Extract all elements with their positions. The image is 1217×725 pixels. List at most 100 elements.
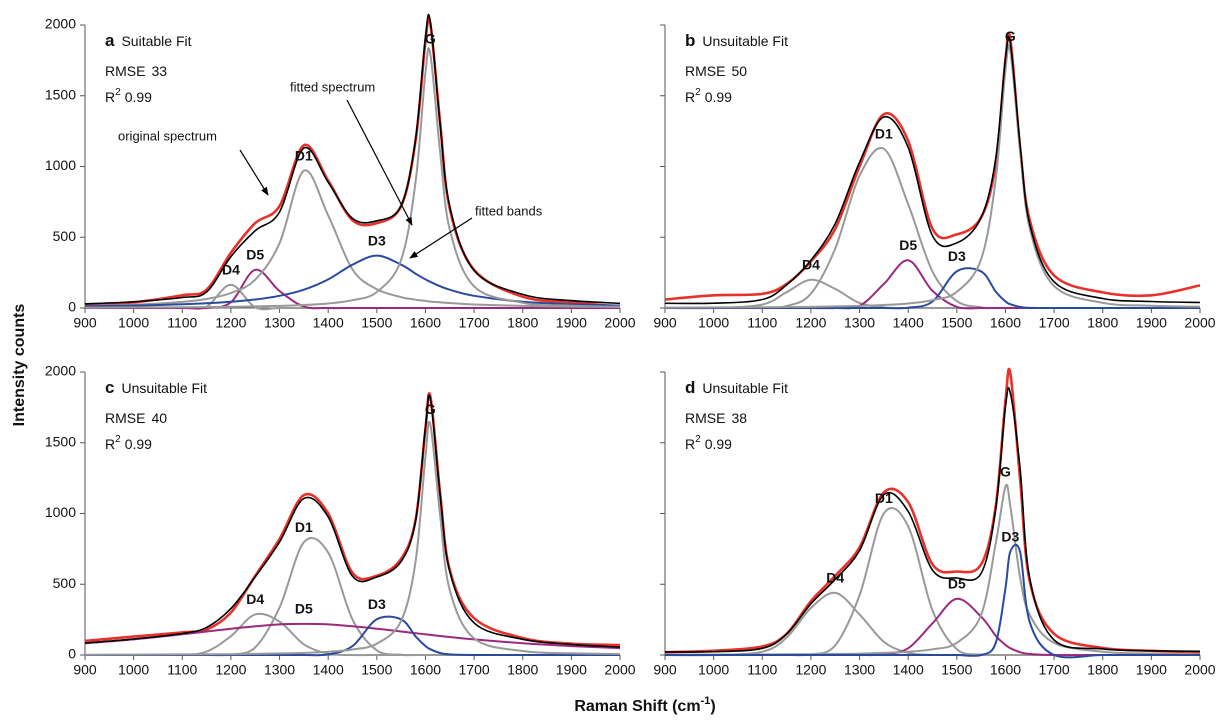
x-tick-label: 2000 [604,315,635,331]
r2-value: 0.99 [705,89,732,105]
x-tick-label: 1400 [893,315,924,331]
x-tick-label: 1700 [1039,315,1070,331]
spectrum-line [664,35,1201,305]
band-label: G [1000,463,1011,479]
r-squared: R2 0.99 [105,434,152,452]
rmse-label: RMSE [105,63,145,79]
fitted-band [665,597,1200,657]
x-tick-label: 1400 [313,315,344,331]
panel-letter: a [105,31,115,50]
x-tick-label: 1000 [118,315,149,331]
r2-superscript: 2 [115,434,121,445]
fitted-band [84,421,621,656]
spectrum-line [84,16,621,308]
band-label: D4 [246,591,264,607]
fitted-band [665,543,1200,659]
x-tick-label: 1800 [1087,662,1118,678]
rmse-value: 40 [151,410,167,426]
x-tick-label: 900 [73,662,97,678]
x-tick-label: 900 [653,662,677,678]
annotation-arrow [346,99,413,226]
y-tick-label: 500 [53,228,77,244]
x-tick-label: 1500 [361,662,392,678]
y-tick-label: 1500 [45,433,76,449]
x-tick-label: 1200 [215,662,246,678]
rmse: RMSE 40 [105,410,167,426]
spectrum-line [84,394,621,648]
panel-heading: b Unsuitable Fit [685,31,788,50]
r-squared: R2 0.99 [685,434,732,452]
x-tick-label: 1800 [507,662,538,678]
y-tick-label: 0 [68,646,76,662]
x-tick-label: 1900 [1136,662,1167,678]
panel-heading: d Unsuitable Fit [685,378,788,397]
x-tick-label: 1000 [118,662,149,678]
band-label: D3 [368,232,386,248]
r2-label: R [105,436,115,452]
fitted-band [84,254,621,308]
band-label: D5 [899,237,917,253]
x-tick-label: 1900 [556,662,587,678]
x-tick-label: 1900 [1136,315,1167,331]
y-tick-label: 1500 [45,86,76,102]
annotation-arrow [409,217,473,259]
r2-label: R [105,89,115,105]
x-tick-label: 1900 [556,315,587,331]
x-tick-label: 1600 [410,315,441,331]
r2-value: 0.99 [705,436,732,452]
x-label-text: Raman Shift (cm [574,698,700,715]
panel: 900 1000 1100 1200 1300 1400 1500 1600 1700 1800 1… [653,367,1216,678]
panel-letter: b [685,31,695,50]
rmse-value: 38 [731,410,747,426]
r2-superscript: 2 [115,87,121,98]
fitted-band [84,622,621,650]
annotation: fitted spectrum [290,79,375,94]
band-label: G [425,401,436,417]
panel-heading: a Suitable Fit [105,31,192,50]
fitted-band [665,507,1200,657]
x-tick-label: 2000 [604,662,635,678]
spectrum-line [664,386,1201,653]
band-label: D1 [875,126,893,142]
x-tick-label: 1100 [167,315,197,331]
rmse-label: RMSE [685,410,725,426]
x-tick-label: 2000 [1184,315,1215,331]
spectrum-line [84,392,621,647]
panel-letter: d [685,378,695,397]
y-tick-label: 0 [68,299,76,315]
x-tick-label: 1100 [747,315,777,331]
x-tick-label: 1500 [361,315,392,331]
panel-title: Unsuitable Fit [702,380,788,396]
r2-value: 0.99 [125,436,152,452]
rmse-value: 50 [731,63,747,79]
x-tick-label: 900 [653,315,677,331]
panel-title: Suitable Fit [121,33,191,49]
x-tick-label: 1300 [264,662,295,678]
fitted-band [85,537,620,657]
band-label: D5 [948,576,966,592]
x-tick-label: 1700 [459,315,490,331]
y-tick-label: 1000 [45,504,76,520]
y-tick-label: 2000 [45,363,76,379]
panel-letter: c [105,378,114,397]
band-label: D1 [295,519,313,535]
r2-superscript: 2 [695,434,701,445]
y-tick-label: 500 [53,575,77,591]
x-tick-label: 1000 [698,315,729,331]
y-tick-label: 2000 [45,16,76,32]
annotation-arrow [239,149,269,196]
x-tick-label: 1700 [1039,662,1070,678]
x-tick-label: 1500 [941,662,972,678]
band-label: D4 [802,257,820,273]
fitted-band [664,267,1200,310]
x-tick-label: 1500 [941,315,972,331]
rmse-label: RMSE [685,63,725,79]
band-label: D3 [368,596,386,612]
fitted-band [84,169,621,308]
band-label: G [1005,28,1016,44]
panel: 0 500 1000 1500 2000 900 1000 1100 1200 1300 1400 1… [45,13,636,331]
x-tick-label: 1300 [264,315,295,331]
band-label: D3 [1001,528,1019,544]
rmse: RMSE 50 [685,63,747,79]
